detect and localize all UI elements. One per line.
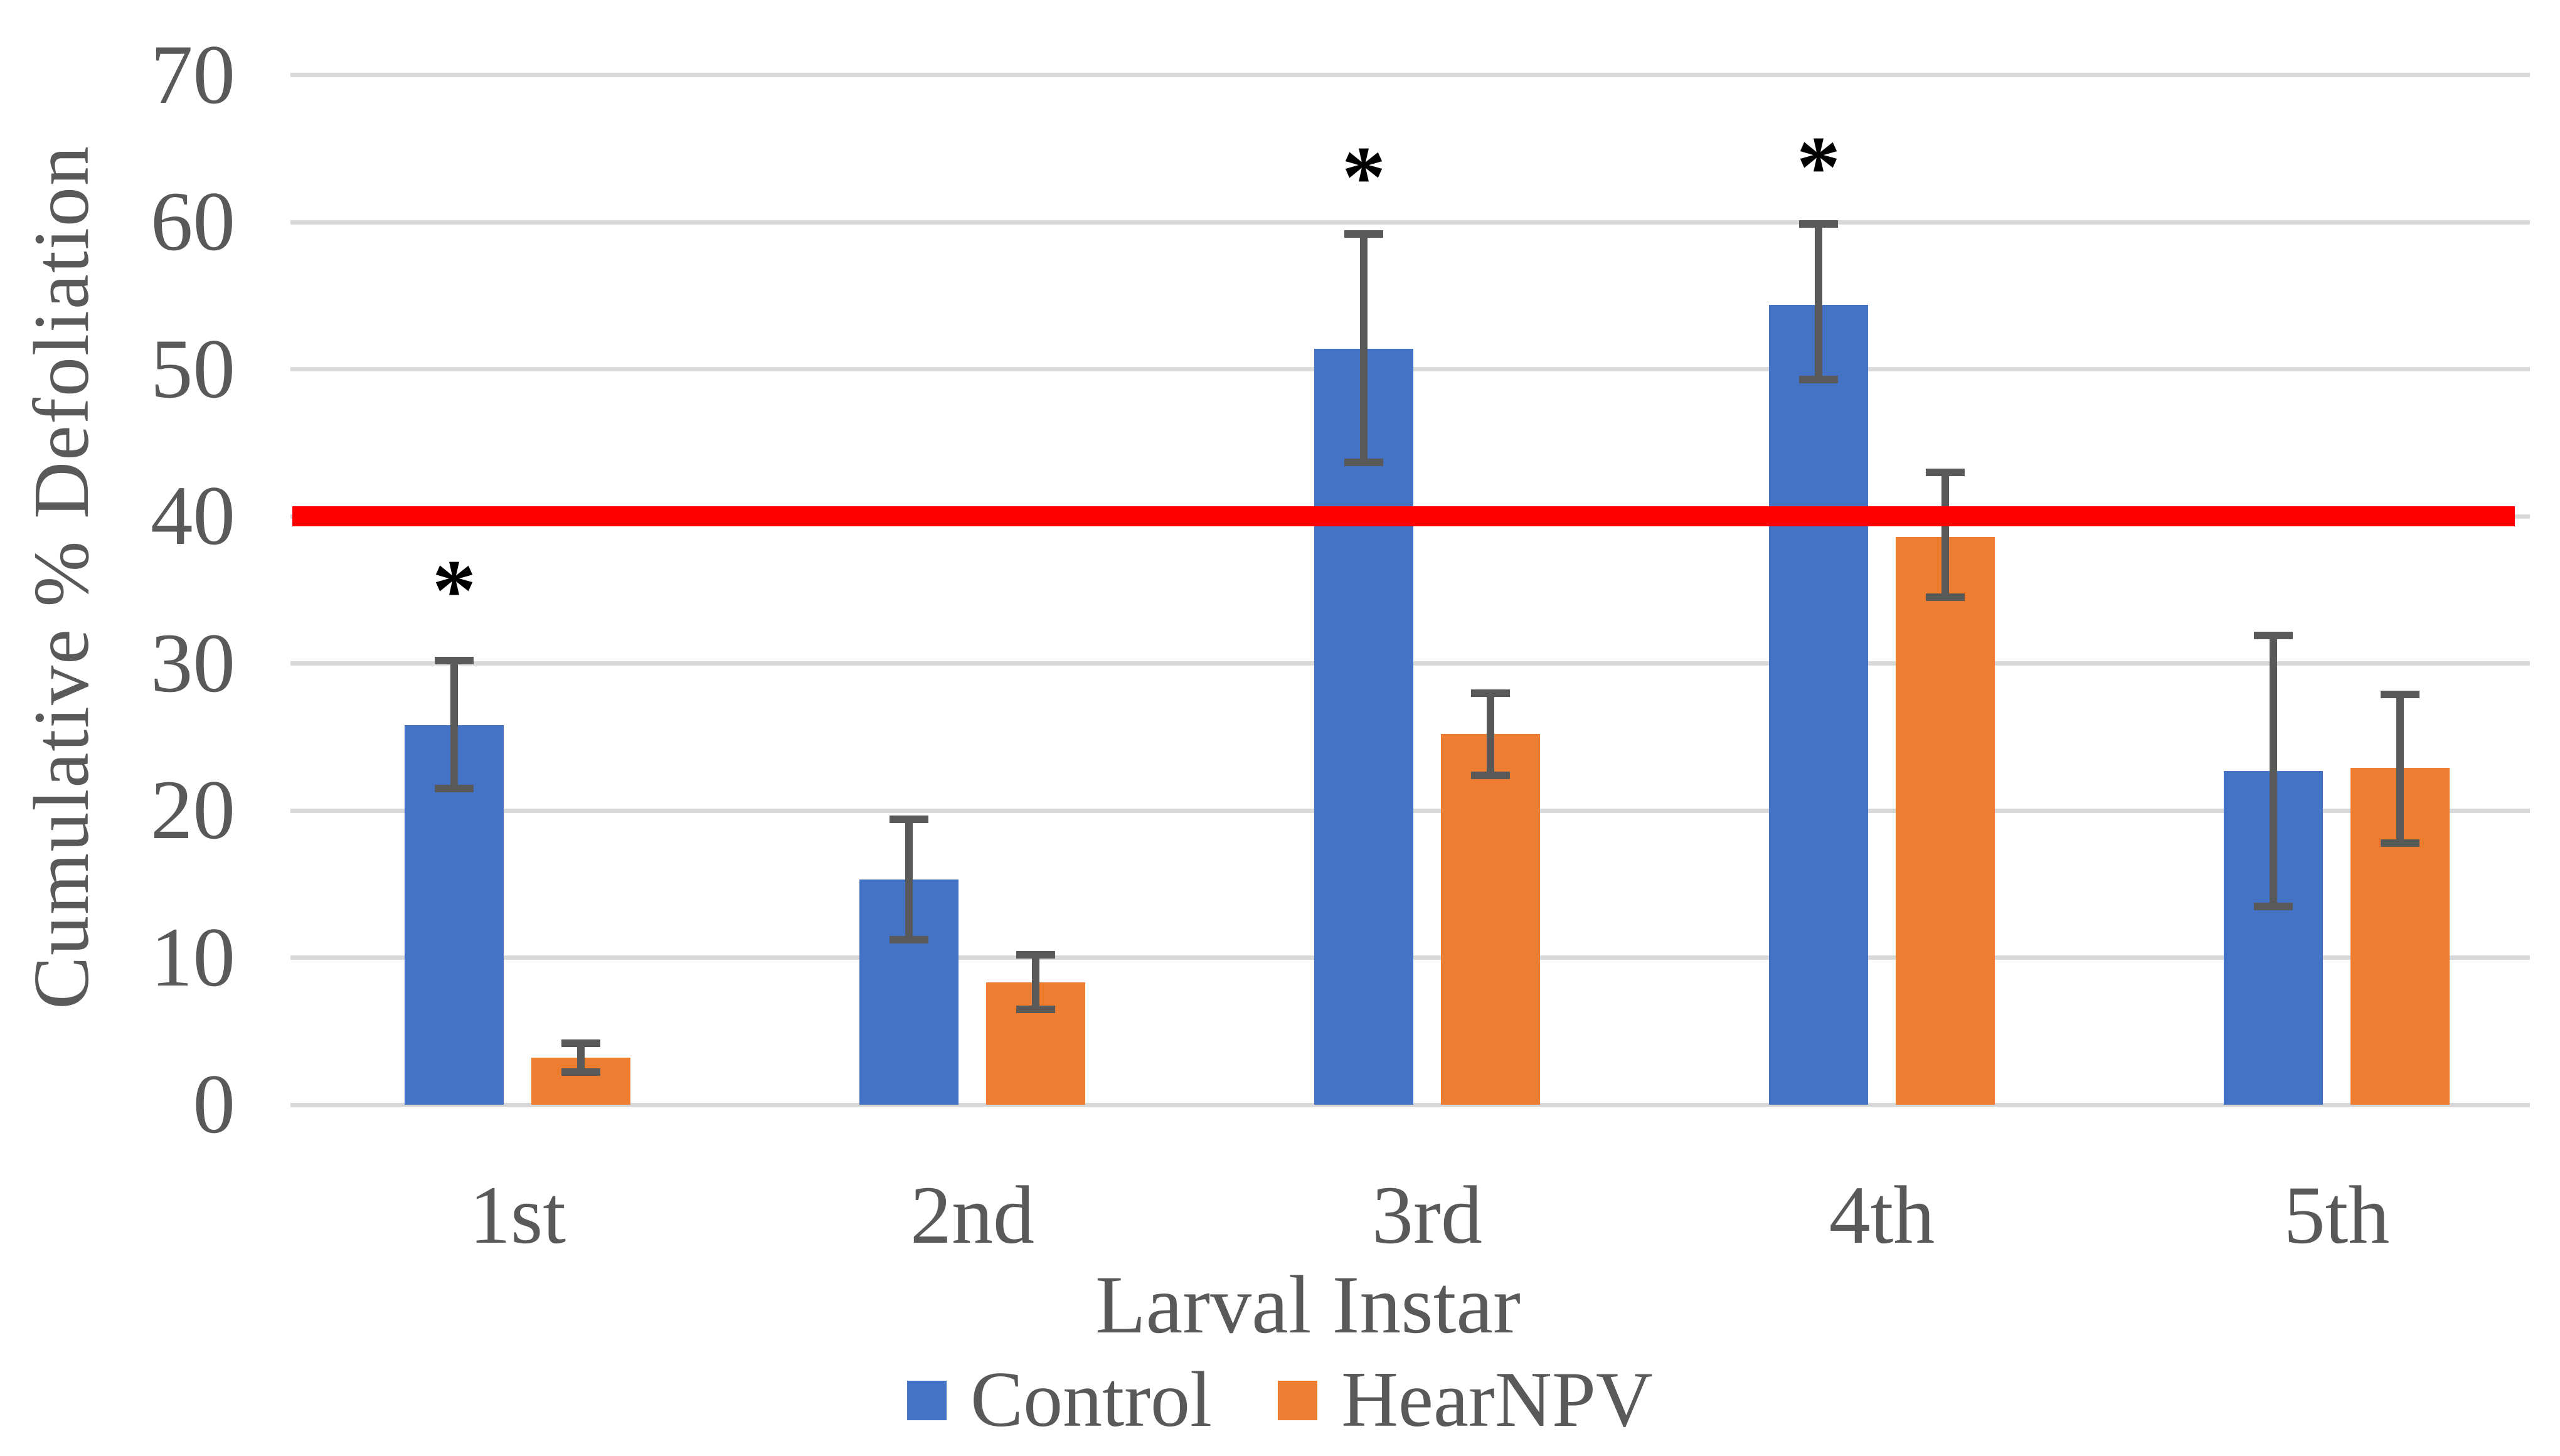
error-bar-control-5th-line xyxy=(2270,635,2277,906)
error-bar-control-4th-cap-bottom xyxy=(1799,376,1838,384)
error-bar-hearnpv-5th-cap-top xyxy=(2381,690,2419,698)
error-bar-control-3rd-cap-top xyxy=(1344,230,1383,238)
gridline-y-70 xyxy=(290,73,2530,78)
error-bar-control-5th-cap-bottom xyxy=(2254,902,2293,910)
error-bar-control-1st-cap-bottom xyxy=(435,784,474,792)
gridline-y-0 xyxy=(290,1102,2530,1107)
bar-hearnpv-3rd xyxy=(1441,734,1540,1105)
error-bar-hearnpv-2nd-line xyxy=(1032,954,1039,1009)
bar-control-3rd xyxy=(1314,349,1413,1105)
x-tick-label-3rd: 3rd xyxy=(1372,1169,1482,1261)
error-bar-hearnpv-5th-cap-bottom xyxy=(2381,839,2419,847)
error-bar-hearnpv-1st-cap-bottom xyxy=(561,1068,600,1076)
error-bar-hearnpv-1st-cap-top xyxy=(561,1039,600,1047)
y-tick-label-10: 10 xyxy=(151,910,235,1004)
error-bar-hearnpv-3rd-cap-top xyxy=(1471,689,1510,697)
error-bar-control-4th-line xyxy=(1815,223,1822,380)
x-tick-label-2nd: 2nd xyxy=(910,1169,1034,1261)
y-axis-title: Cumulative % Defoliation xyxy=(18,145,105,1009)
error-bar-hearnpv-3rd-cap-bottom xyxy=(1471,771,1510,779)
bar-hearnpv-4th xyxy=(1896,537,1995,1105)
y-tick-label-60: 60 xyxy=(151,175,235,269)
error-bar-control-1st-cap-top xyxy=(435,657,474,665)
legend: Control HearNPV xyxy=(0,1359,2560,1441)
error-bar-control-2nd-cap-top xyxy=(890,816,928,824)
significance-asterisk-4th: * xyxy=(1797,118,1840,216)
legend-label-hearnpv: HearNPV xyxy=(1341,1356,1653,1443)
y-tick-label-70: 70 xyxy=(151,28,235,122)
error-bar-hearnpv-4th-cap-top xyxy=(1926,468,1965,476)
error-bar-control-5th-cap-top xyxy=(2254,632,2293,640)
y-tick-label-40: 40 xyxy=(151,469,235,563)
x-tick-label-5th: 5th xyxy=(2283,1169,2390,1261)
error-bar-control-1st-line xyxy=(450,661,458,789)
legend-item-hearnpv: HearNPV xyxy=(1278,1359,1653,1441)
error-bar-control-3rd-cap-bottom xyxy=(1344,458,1383,466)
reference-line-40pct xyxy=(292,506,2515,527)
legend-label-control: Control xyxy=(970,1356,1213,1443)
error-bar-hearnpv-4th-cap-bottom xyxy=(1926,593,1965,602)
error-bar-control-2nd-line xyxy=(905,819,913,940)
y-tick-label-0: 0 xyxy=(193,1058,236,1151)
error-bar-hearnpv-4th-line xyxy=(1941,472,1949,598)
x-axis-title: Larval Instar xyxy=(1095,1258,1521,1351)
legend-swatch-control xyxy=(907,1380,947,1420)
error-bar-control-3rd-line xyxy=(1360,234,1368,462)
y-tick-label-30: 30 xyxy=(151,616,235,710)
y-tick-label-50: 50 xyxy=(151,322,235,416)
significance-asterisk-1st: * xyxy=(432,542,476,640)
legend-item-control: Control xyxy=(907,1359,1212,1441)
error-bar-hearnpv-2nd-cap-bottom xyxy=(1016,1005,1055,1013)
legend-swatch-hearnpv xyxy=(1278,1380,1318,1420)
x-tick-label-4th: 4th xyxy=(1829,1169,1935,1261)
error-bar-control-4th-cap-top xyxy=(1799,220,1838,228)
error-bar-hearnpv-2nd-cap-top xyxy=(1016,950,1055,959)
error-bar-hearnpv-5th-line xyxy=(2396,694,2404,843)
error-bar-hearnpv-3rd-line xyxy=(1487,693,1494,775)
error-bar-control-2nd-cap-bottom xyxy=(890,936,928,944)
bar-control-4th xyxy=(1769,304,1868,1105)
significance-asterisk-3rd: * xyxy=(1342,129,1386,226)
x-tick-label-1st: 1st xyxy=(469,1169,566,1261)
gridline-y-60 xyxy=(290,220,2530,225)
error-bar-hearnpv-1st-line xyxy=(577,1043,585,1073)
y-tick-label-20: 20 xyxy=(151,763,235,858)
